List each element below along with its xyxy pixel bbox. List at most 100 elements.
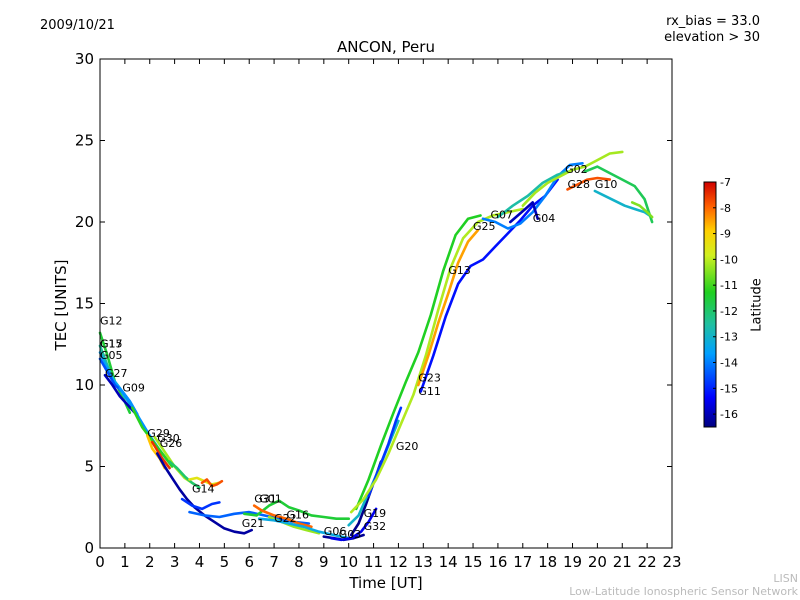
series-G10b [583, 165, 654, 224]
x-tick-label: 20 [588, 553, 607, 571]
prn-label: G22 [274, 512, 297, 525]
x-tick-label: 14 [439, 553, 458, 571]
series-G13 [416, 228, 480, 387]
prn-label: G30 [157, 432, 180, 445]
prn-label: G14 [192, 483, 215, 496]
credit: LISN Low-Latitude Ionospheric Sensor Net… [569, 572, 798, 598]
date-label: 2009/10/21 [40, 18, 115, 33]
prn-label: G20 [396, 440, 419, 453]
prn-label: G25 [473, 220, 496, 233]
prn-label: G10 [595, 178, 618, 191]
series-G03 [329, 507, 378, 542]
chart-title: ANCON, Peru [337, 38, 435, 56]
plot-frame [99, 58, 673, 549]
prn-label: G23 [418, 372, 441, 385]
series-G02b [521, 150, 624, 207]
x-tick-label: 21 [613, 553, 632, 571]
series-G10 [593, 189, 651, 217]
x-axis-label: Time [UT] [349, 574, 423, 592]
rx-bias-label: rx_bias = 33.0 [666, 14, 760, 29]
colorbar-tick-label: -7 [720, 176, 731, 189]
x-tick-label: 11 [364, 553, 383, 571]
prn-label: G05 [100, 349, 123, 362]
x-tick-label: 22 [638, 553, 657, 571]
series-G11 [349, 207, 525, 514]
series-G01 [252, 504, 313, 529]
prn-label: G09 [122, 382, 145, 395]
y-tick-label: 10 [75, 376, 94, 394]
series-G16 [257, 517, 351, 540]
series-G26b [155, 452, 253, 535]
prn-label: G26 [160, 437, 183, 450]
x-tick-label: 6 [244, 553, 254, 571]
y-tick-label: 20 [75, 213, 94, 231]
x-tick-label: 7 [269, 553, 279, 571]
prn-label: G15 [100, 338, 123, 351]
series-G09b [180, 497, 221, 511]
receiver-info: rx_bias = 33.0 elevation > 30 [664, 14, 760, 46]
credit-short: LISN [773, 572, 798, 585]
prn-label: G19 [364, 507, 387, 520]
x-tick-label: 2 [145, 553, 155, 571]
series-G25 [419, 178, 559, 393]
colorbar-tick-label: -16 [720, 408, 738, 421]
y-tick-label: 30 [75, 50, 94, 68]
prn-label: G03 [339, 528, 362, 541]
colorbar-ticks: -7 -8 -9 -10 -11 -12 -13 -14 -15 -16 [713, 176, 738, 421]
x-tick-label: 23 [662, 553, 681, 571]
prn-label: G04 [533, 212, 556, 225]
prn-label: G21 [242, 517, 265, 530]
x-tick-label: 16 [488, 553, 507, 571]
x-tick-label: 13 [414, 553, 433, 571]
prn-label: G01 [259, 492, 282, 505]
prn-label: G28 [568, 178, 591, 191]
x-tick-label: 3 [170, 553, 180, 571]
prn-label: G13 [448, 264, 471, 277]
x-tick-label: 9 [319, 553, 329, 571]
series-G07 [481, 162, 584, 230]
series-G23 [354, 214, 482, 511]
x-tick-label: 19 [563, 553, 582, 571]
colorbar-tick-label: -10 [720, 253, 738, 266]
series-G10c [630, 201, 654, 219]
series-G28 [566, 176, 612, 191]
prn-label: G29 [147, 427, 170, 440]
prn-label: G11 [418, 385, 441, 398]
prn-label: G12 [100, 315, 123, 328]
x-tick-label: 8 [294, 553, 304, 571]
series-G26 [150, 440, 171, 470]
colorbar [703, 181, 717, 428]
series-G02 [496, 170, 569, 219]
elevation-label: elevation > 30 [664, 30, 760, 45]
colorbar-tick-label: -11 [720, 279, 738, 292]
y-tick-label: 5 [84, 458, 94, 476]
series-G04 [508, 201, 540, 224]
axis-ticks: 0 1 2 3 4 5 6 7 8 9 10 11 12 13 14 15 16 17 18 19 20 21 22 2305… [75, 50, 682, 571]
prn-label: G17 [100, 338, 123, 351]
colorbar-tick-label: -14 [720, 357, 738, 370]
x-tick-label: 10 [339, 553, 358, 571]
x-tick-label: 4 [195, 553, 205, 571]
prn-label: G16 [287, 509, 310, 522]
colorbar-tick-label: -12 [720, 305, 738, 318]
series-G14c [200, 478, 224, 488]
colorbar-tick-label: -13 [720, 331, 738, 344]
x-tick-label: 5 [220, 553, 230, 571]
prn-label: G31 [254, 492, 277, 505]
x-tick-label: 12 [389, 553, 408, 571]
y-tick-label: 25 [75, 132, 94, 150]
prn-label: G02 [565, 163, 588, 176]
prn-label: G06 [324, 525, 347, 538]
x-tick-label: 1 [120, 553, 130, 571]
series-layer [98, 150, 654, 542]
y-tick-label: 0 [84, 539, 94, 557]
prn-label: G07 [491, 209, 514, 222]
colorbar-tick-label: -9 [720, 228, 731, 241]
prn-label: G32 [364, 520, 387, 533]
prn-label: G27 [105, 367, 128, 380]
y-tick-label: 15 [75, 295, 94, 313]
x-tick-label: 17 [513, 553, 532, 571]
series-G27 [103, 373, 137, 415]
